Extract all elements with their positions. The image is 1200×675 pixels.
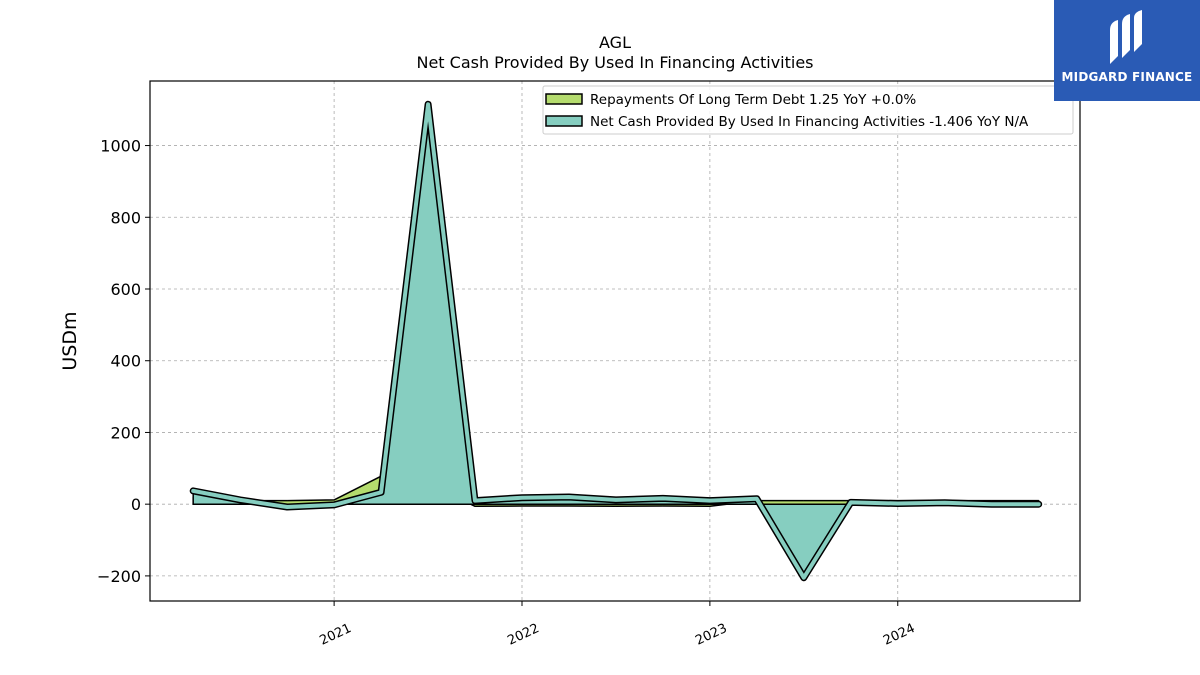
series-layer [189, 100, 1043, 582]
x-tick-label: 2021 [317, 621, 353, 649]
chart-title: AGL [599, 33, 631, 52]
legend-box [542, 85, 1074, 135]
chart-subtitle: Net Cash Provided By Used In Financing A… [416, 53, 813, 72]
legend-swatch-repayments [545, 93, 583, 105]
legend-label-repayments: Repayments Of Long Term Debt 1.25 YoY +0… [590, 92, 916, 108]
logo-mark-icon [1110, 10, 1142, 64]
y-tick-label: 400 [110, 352, 141, 371]
legend-label-net-cash: Net Cash Provided By Used In Financing A… [590, 114, 1029, 130]
y-tick-label: 0 [131, 495, 141, 514]
x-tick-label: 2022 [505, 621, 541, 649]
x-tick-label: 2023 [693, 621, 729, 649]
y-tick-label: 200 [110, 423, 141, 442]
y-tick-label: 600 [110, 280, 141, 299]
grid [150, 81, 1080, 601]
plot-frame [149, 80, 1081, 602]
legend: Repayments Of Long Term Debt 1.25 YoY +0… [542, 85, 1074, 135]
legend-swatch-net-cash [545, 115, 583, 127]
x-tick-label: 2024 [881, 621, 917, 649]
logo-text: MIDGARD FINANCE [1061, 70, 1193, 84]
y-tick-label: −200 [97, 567, 141, 586]
y-tick-label: 800 [110, 208, 141, 227]
axis-ticks: −200 0 200 400 600 800 1000 2021 2022 2023 2024 [97, 137, 917, 649]
midgard-finance-logo: MIDGARD FINANCE [1054, 0, 1200, 101]
y-tick-label: 1000 [100, 137, 141, 156]
y-axis-label: USDm [59, 311, 81, 370]
